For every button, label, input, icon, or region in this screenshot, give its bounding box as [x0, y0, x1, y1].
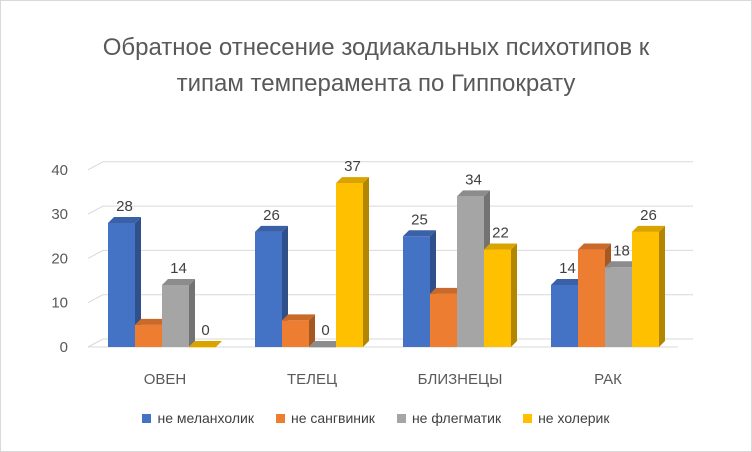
bar-top	[632, 225, 665, 232]
legend-label: не холерик	[538, 410, 610, 426]
x-category-label: БЛИЗНЕЦЫ	[418, 371, 503, 388]
gridline-diag	[87, 338, 104, 348]
legend-swatch	[142, 413, 152, 423]
bar-top	[135, 318, 168, 325]
y-tick-label: 30	[51, 206, 68, 223]
bar-ОВЕН-не флегматик	[162, 278, 195, 347]
bar-БЛИЗНЕЦЫ-не холерик	[484, 243, 517, 347]
bar-top	[430, 287, 463, 294]
bar-ТЕЛЕЦ-не сангвиник	[282, 314, 315, 347]
bar-front	[605, 267, 632, 347]
bar-side	[511, 243, 517, 347]
bar-side	[309, 314, 315, 347]
bar-top	[336, 177, 369, 184]
data-label: 37	[344, 158, 361, 175]
bar-front	[108, 222, 135, 347]
gridline-diag	[87, 161, 104, 171]
legend-label: не сангвиник	[290, 410, 375, 426]
bar-ОВЕН-не меланхолик	[108, 216, 141, 347]
bar-front	[162, 284, 189, 347]
bar-front	[551, 284, 578, 347]
bar-front	[255, 231, 282, 347]
x-category-label: РАК	[594, 371, 622, 388]
bar-ОВЕН-не холерик	[189, 341, 222, 348]
bar-front	[457, 196, 484, 347]
bar-top	[309, 341, 342, 347]
data-label: 34	[465, 171, 482, 188]
bar-front	[189, 347, 216, 348]
data-label: 28	[116, 198, 133, 215]
bar-РАК-не сангвиник	[578, 243, 611, 347]
bar-top	[551, 278, 584, 285]
bar-front	[336, 183, 363, 347]
bar-top	[255, 225, 288, 232]
data-label: 0	[201, 322, 209, 339]
legend-swatch	[523, 413, 533, 423]
bar-top	[403, 230, 436, 237]
legend-item: не холерик	[523, 410, 610, 426]
legend-label: не меланхолик	[157, 410, 254, 426]
x-category-label: ОВЕН	[144, 371, 187, 388]
data-label: 26	[640, 207, 657, 224]
bar-front	[309, 347, 336, 348]
bar-front	[282, 320, 309, 347]
chart-title: Обратное отнесение зодиакальных психотип…	[102, 34, 650, 97]
bar-front	[135, 324, 162, 347]
gridline-diag	[87, 249, 104, 259]
bar-top	[605, 261, 638, 268]
bar-top	[189, 341, 222, 347]
bar-top	[578, 243, 611, 250]
bar-ТЕЛЕЦ-не флегматик	[309, 341, 342, 348]
y-tick-label: 10	[51, 295, 68, 312]
bar-top	[162, 278, 195, 285]
bar-ТЕЛЕЦ-не меланхолик	[255, 225, 288, 347]
legend-item: не сангвиник	[275, 410, 375, 426]
bar-top	[108, 216, 141, 223]
legend-item: не флегматик	[396, 410, 502, 426]
data-label: 0	[321, 322, 329, 339]
data-label: 14	[559, 260, 576, 277]
bar-side	[363, 177, 369, 347]
legend-swatch	[275, 413, 285, 423]
gridline-diag	[87, 294, 104, 304]
y-tick-label: 20	[51, 250, 68, 267]
bar-БЛИЗНЕЦЫ-не меланхолик	[403, 230, 436, 347]
bar-side	[135, 216, 141, 347]
gridline-diag	[87, 205, 104, 215]
bar-front	[484, 249, 511, 347]
data-label: 14	[170, 260, 187, 277]
x-category-label: ТЕЛЕЦ	[287, 371, 337, 388]
legend-item: не меланхолик	[142, 410, 254, 426]
bar-side	[189, 278, 195, 347]
bar-front	[578, 249, 605, 347]
chart-legend: не меланхолик не сангвиник не флегматик не …	[0, 410, 752, 426]
data-label: 18	[613, 242, 630, 259]
bar-front	[430, 293, 457, 347]
legend-label: не флегматик	[411, 410, 502, 426]
data-label: 22	[492, 225, 509, 242]
legend-swatch	[396, 413, 406, 423]
bar-side	[659, 225, 665, 347]
bar-top	[282, 314, 315, 321]
bar-front	[403, 236, 430, 347]
bar-top	[484, 243, 517, 250]
y-tick-label: 40	[51, 162, 68, 179]
data-label: 25	[411, 211, 428, 228]
y-tick-label: 0	[60, 339, 68, 356]
bar-ТЕЛЕЦ-не холерик	[336, 177, 369, 347]
bar-top	[457, 190, 490, 197]
data-label: 26	[263, 207, 280, 224]
bar-РАК-не холерик	[632, 225, 665, 347]
bar-front	[632, 231, 659, 347]
